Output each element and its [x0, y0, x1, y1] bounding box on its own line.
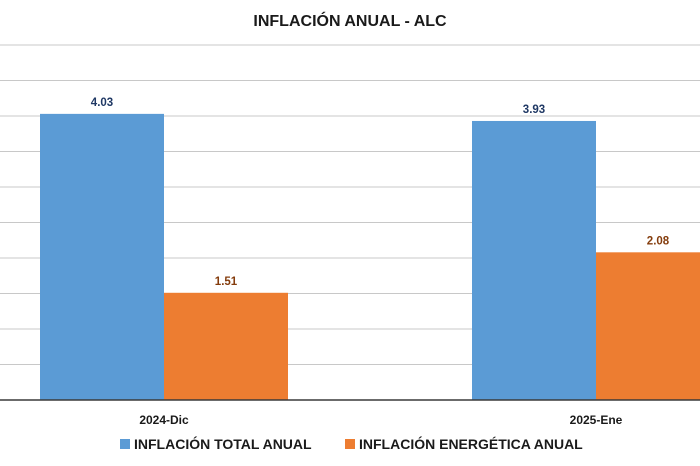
bar-total-2 [472, 120, 596, 400]
category-label: 2025-Ene [570, 413, 623, 427]
data-labels: 4.03 1.51 3.93 2.08 [91, 97, 670, 288]
bar-total-1 [40, 113, 164, 401]
data-label: 4.03 [91, 97, 113, 109]
bars [40, 113, 700, 401]
legend-swatch [345, 439, 355, 449]
category-labels: 2024-Dic 2025-Ene [139, 413, 622, 427]
data-label: 2.08 [647, 235, 670, 247]
data-label: 3.93 [523, 104, 545, 116]
chart-title: INFLACIÓN ANUAL - ALC [253, 11, 447, 30]
bar-energetica-2 [596, 252, 700, 400]
bar-energetica-1 [164, 292, 288, 400]
legend-label: INFLACIÓN ENERGÉTICA ANUAL [359, 435, 583, 452]
legend-label: INFLACIÓN TOTAL ANUAL [134, 435, 312, 452]
legend: INFLACIÓN TOTAL ANUAL INFLACIÓN ENERGÉTIC… [120, 435, 583, 452]
legend-swatch [120, 439, 130, 449]
category-label: 2024-Dic [139, 413, 189, 427]
data-label: 1.51 [215, 276, 238, 288]
